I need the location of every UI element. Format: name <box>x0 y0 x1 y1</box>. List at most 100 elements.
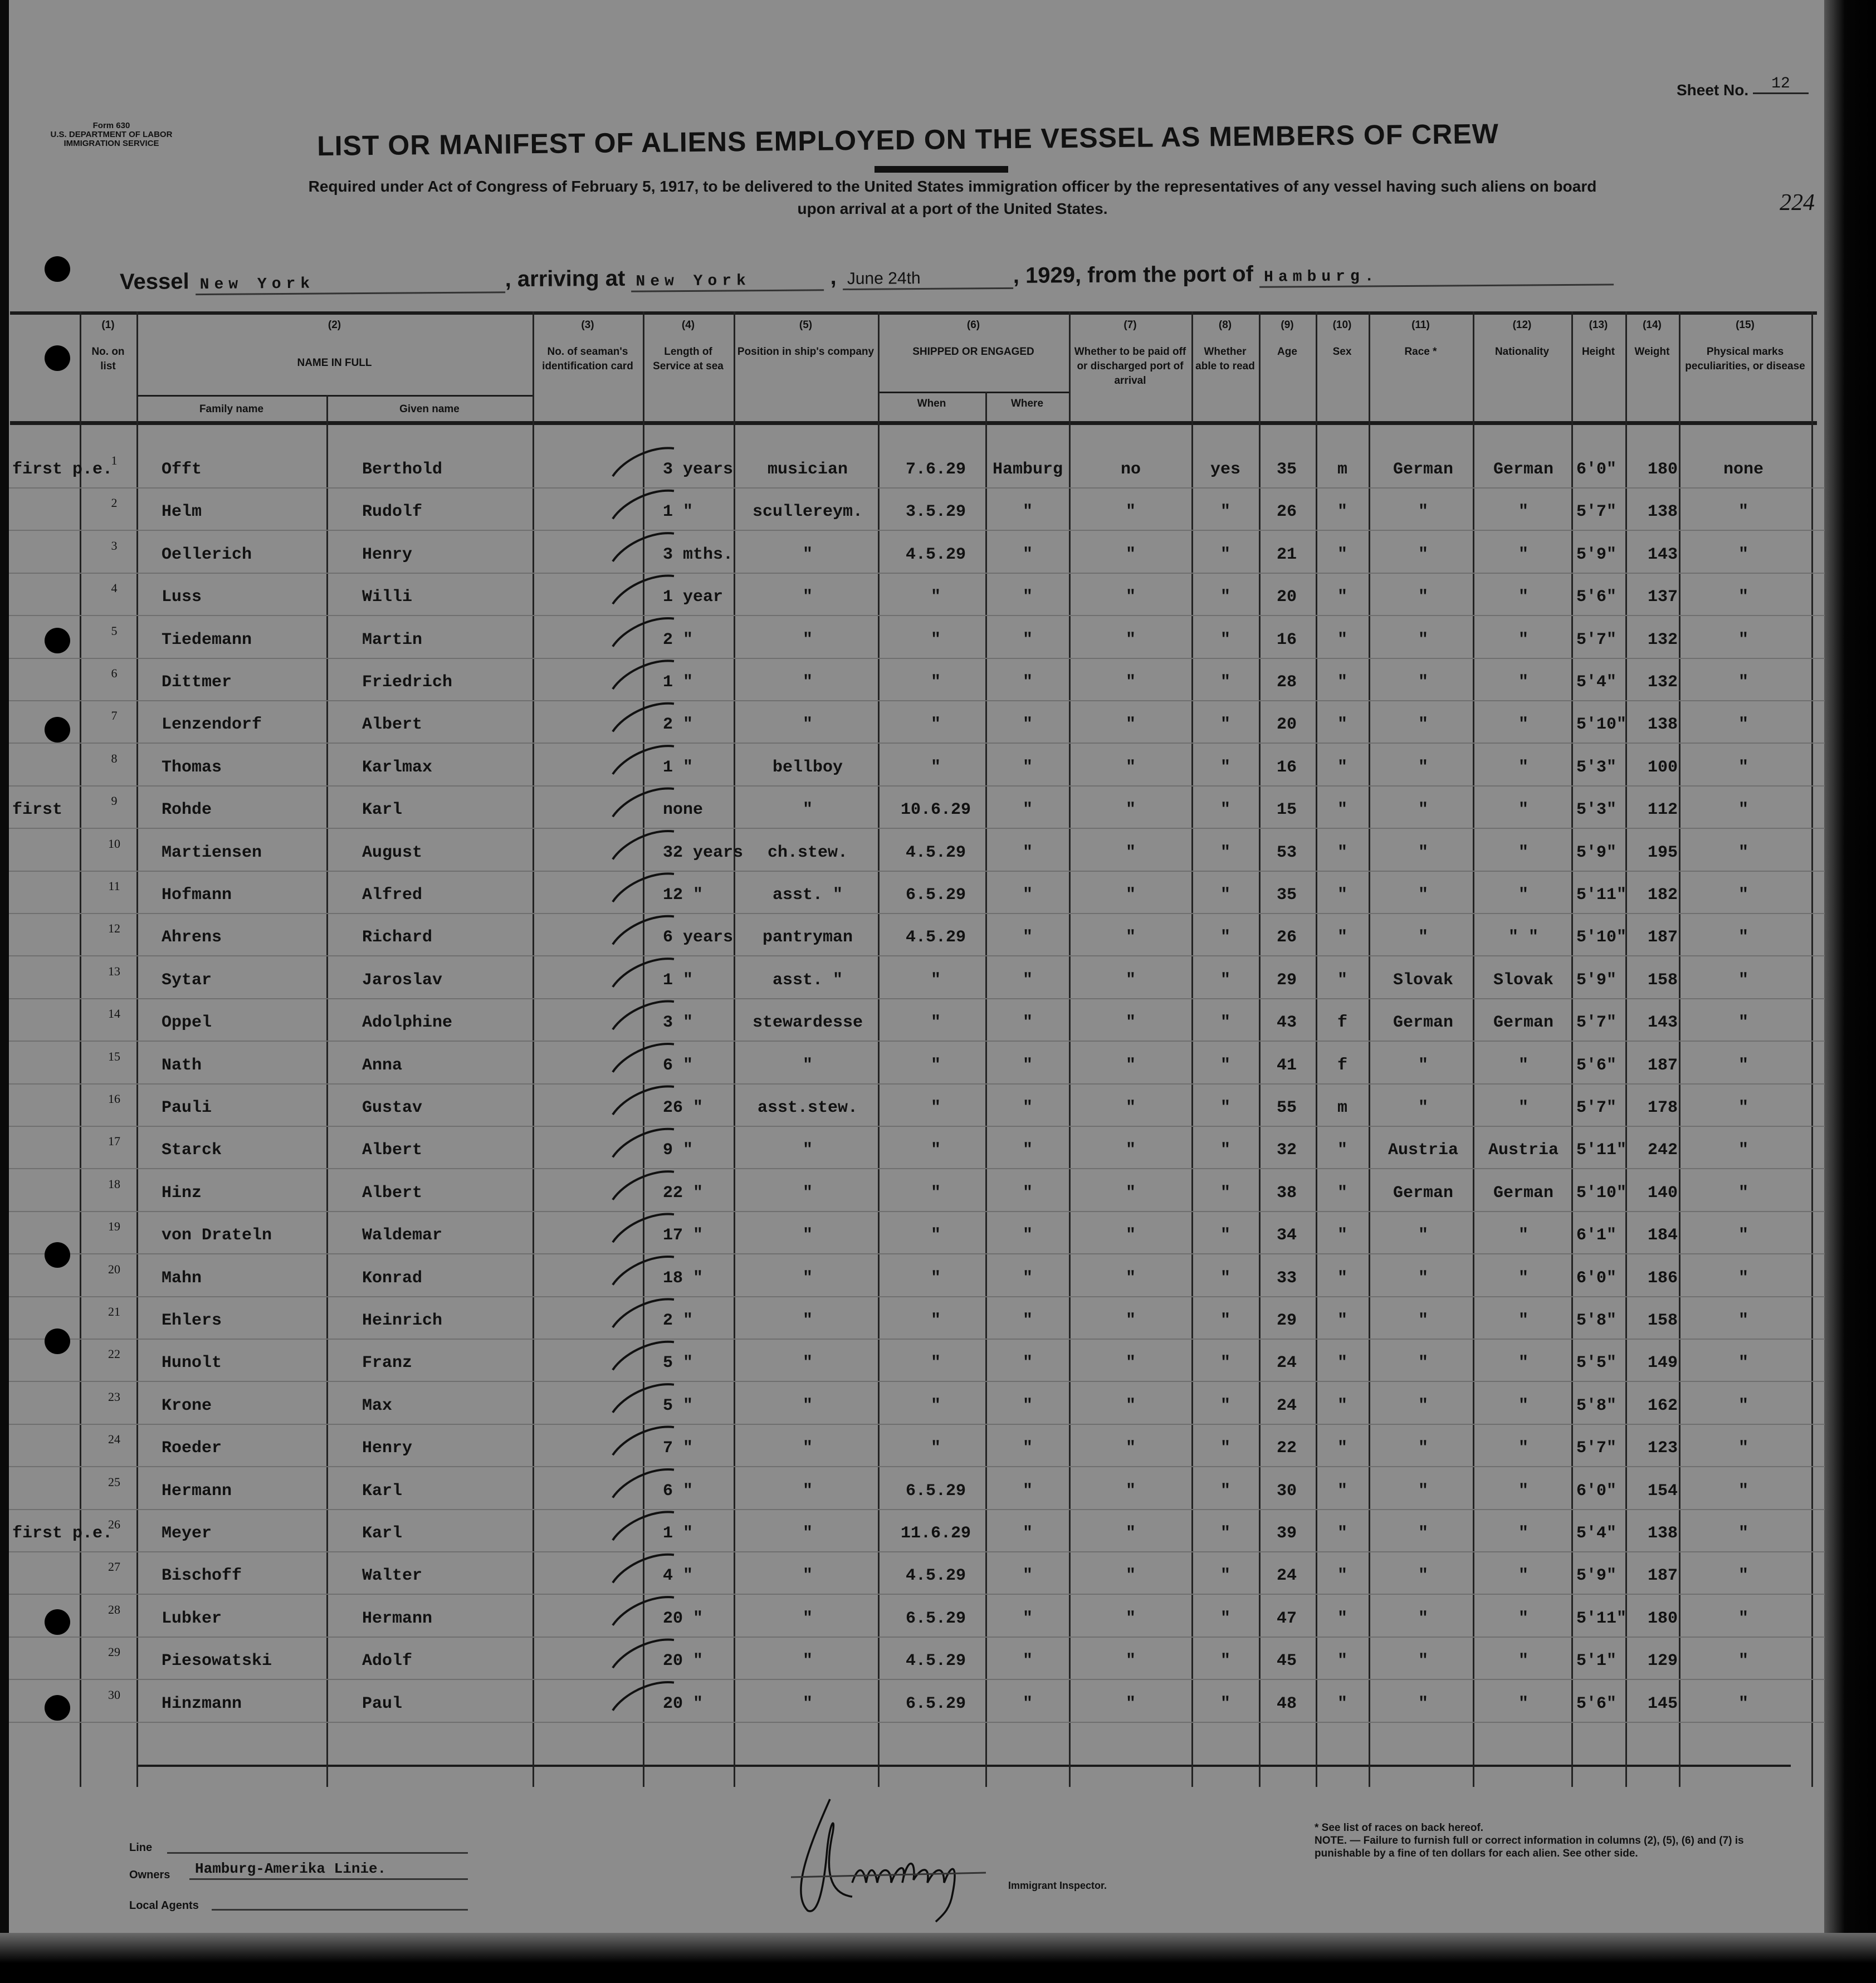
table-row: 10 Martiensen August 32 years ch.stew. 4.5.29… <box>0 837 1817 882</box>
length-of-service: 20 " <box>663 1609 704 1628</box>
row-rule <box>9 1466 1825 1468</box>
paid-off: " <box>1125 970 1136 990</box>
scan-border-right <box>1824 0 1876 1983</box>
nationality: " <box>1518 1694 1529 1713</box>
paid-off: " <box>1125 1694 1136 1713</box>
weight: 143 <box>1647 545 1678 564</box>
given-name: Henry <box>362 545 413 564</box>
age: 16 <box>1276 630 1297 649</box>
height: 5'9" <box>1576 970 1617 990</box>
given-name: Karl <box>362 800 403 820</box>
nationality: " <box>1518 545 1529 564</box>
sex: " <box>1337 1226 1348 1246</box>
length-of-service: 7 " <box>663 1439 693 1458</box>
form-header: Form 630 U.S. DEPARTMENT OF LABOR IMMIGR… <box>22 121 201 148</box>
physical-marks: " <box>1738 1098 1749 1117</box>
given-name: Konrad <box>362 1268 423 1288</box>
length-of-service: 1 " <box>663 502 693 522</box>
check-mark-icon <box>612 1340 675 1371</box>
from-port: Hamburg. <box>1259 266 1614 288</box>
age: 28 <box>1276 673 1297 692</box>
shipped-when: 11.6.29 <box>900 1524 971 1543</box>
able-to-read: " <box>1220 545 1231 564</box>
nationality: " <box>1518 1439 1529 1458</box>
able-to-read: " <box>1220 1481 1231 1501</box>
position: " <box>802 1439 813 1458</box>
weight: 145 <box>1647 1694 1678 1713</box>
punch-hole <box>45 1609 70 1635</box>
table-row: 3 Oellerich Henry 3 mths. " 4.5.29 " " " 21 " " " 5'9… <box>0 539 1817 584</box>
race: " <box>1418 545 1429 564</box>
table-row: 28 Lubker Hermann 20 " " 6.5.29 " " " 47 " " " 5'11" 1… <box>0 1603 1817 1648</box>
sex: " <box>1337 588 1348 607</box>
column-header: No. on list <box>91 346 125 372</box>
row-number: 21 <box>108 1305 120 1318</box>
shipped-where: " <box>1022 1098 1033 1117</box>
subtitle-line-2: upon arrival at a port of the United Sta… <box>797 200 1108 217</box>
weight: 112 <box>1647 800 1678 820</box>
position: " <box>802 1694 813 1713</box>
sex: " <box>1337 1524 1348 1543</box>
row-rule <box>9 785 1825 787</box>
able-to-read: " <box>1220 758 1231 777</box>
shipped-when: 4.5.29 <box>905 928 966 947</box>
line-field <box>167 1852 468 1854</box>
table-row: 9 first Rohde Karl none " 10.6.29 " " " 15 " " " 5'3" 1… <box>0 794 1817 839</box>
sex: " <box>1337 1694 1348 1713</box>
nationality: " <box>1518 800 1529 820</box>
nationality: " <box>1518 843 1529 862</box>
shipped-when: " <box>930 1311 941 1330</box>
family-name: Hinz <box>162 1183 202 1203</box>
shipped-where: " <box>1022 545 1033 564</box>
race: " <box>1418 1226 1429 1246</box>
length-of-service: 20 " <box>663 1652 704 1671</box>
check-mark-icon <box>612 1553 675 1584</box>
column-header: No. of seaman's identification card <box>542 346 633 372</box>
position: " <box>802 588 813 607</box>
shipped-where: " <box>1022 1481 1033 1501</box>
sex: " <box>1337 970 1348 990</box>
shipped-when: 4.5.29 <box>905 545 966 564</box>
shipped-where: Hamburg <box>992 460 1063 479</box>
check-mark-icon <box>612 660 675 690</box>
vessel-line: Vessel New York, arriving at New York , … <box>120 260 1614 296</box>
shipped-when: 4.5.29 <box>905 843 966 862</box>
check-marks <box>612 447 675 1711</box>
sex: " <box>1337 1652 1348 1671</box>
arrival-date: June 24th <box>842 268 1013 291</box>
column-subheader-where: Where <box>1010 398 1044 409</box>
column-header: Whether to be paid off or discharged por… <box>1074 346 1186 387</box>
row-rule <box>9 572 1825 574</box>
position: " <box>802 1609 813 1628</box>
paid-off: " <box>1125 1439 1136 1458</box>
name-subheader-line <box>136 395 532 397</box>
check-mark-icon <box>612 829 675 860</box>
punch-hole <box>45 256 70 282</box>
able-to-read: " <box>1220 1396 1231 1415</box>
check-mark-icon <box>612 1042 675 1073</box>
able-to-read: " <box>1220 630 1231 649</box>
age: 33 <box>1276 1268 1297 1288</box>
able-to-read: " <box>1220 970 1231 990</box>
table-row: 15 Nath Anna 6 " " " " " " 41 f " " 5'6" 187 " <box>0 1049 1817 1095</box>
age: 30 <box>1276 1481 1297 1501</box>
nationality: " <box>1518 1098 1529 1117</box>
nationality: German <box>1493 1013 1554 1033</box>
nationality: German <box>1493 460 1554 479</box>
table-row: 5 Tiedemann Martin 2 " " " " " " 16 " " " 5'7" 132 " <box>0 624 1817 670</box>
shipped-where: " <box>1022 758 1033 777</box>
race: " <box>1418 1524 1429 1543</box>
given-name: Martin <box>362 630 423 649</box>
shipped-when: " <box>930 758 941 777</box>
table-row: 6 Dittmer Friedrich 1 " " " " " " 28 " " " 5'4" 132 " <box>0 666 1817 712</box>
able-to-read: " <box>1220 1354 1231 1373</box>
shipped-when: 7.6.29 <box>905 460 966 479</box>
column-divider <box>136 311 138 1787</box>
weight: 184 <box>1647 1226 1678 1246</box>
nationality: " <box>1518 630 1529 649</box>
line-label: Line <box>129 1842 153 1854</box>
length-of-service: 17 " <box>663 1226 704 1246</box>
physical-marks: " <box>1738 843 1749 862</box>
able-to-read: " <box>1220 1183 1231 1203</box>
paid-off: " <box>1125 1354 1136 1373</box>
